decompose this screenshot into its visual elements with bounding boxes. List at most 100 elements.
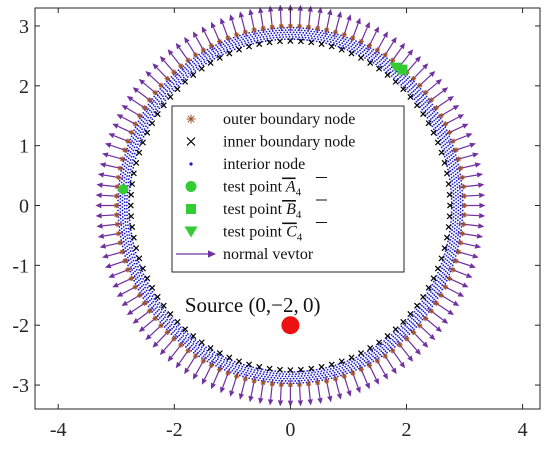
interior-node (213, 47, 216, 50)
outer-boundary-node (397, 342, 403, 348)
normal-vector-arrow (358, 364, 370, 390)
interior-node (414, 88, 417, 91)
interior-node (285, 35, 288, 38)
interior-node (250, 40, 253, 43)
interior-node (453, 158, 456, 161)
interior-node (429, 291, 432, 293)
interior-node (158, 96, 161, 99)
interior-node (214, 54, 217, 57)
interior-node (398, 327, 400, 330)
interior-node (265, 30, 268, 33)
interior-node (209, 52, 212, 54)
interior-node (454, 173, 457, 176)
normal-vector-arrow-head (108, 272, 115, 278)
outer-boundary-node (390, 348, 396, 354)
interior-node (429, 105, 432, 108)
interior-node (134, 149, 137, 152)
normal-vector-arrow-head (248, 8, 254, 16)
outer-boundary-node (324, 378, 330, 384)
interior-node (314, 375, 317, 378)
outer-boundary-node (260, 380, 266, 386)
legend-math-subscript: 4 (297, 232, 303, 244)
interior-node (137, 137, 139, 140)
interior-node (370, 358, 373, 361)
interior-node (190, 64, 193, 67)
interior-node (297, 33, 300, 36)
outer-boundary-node (450, 138, 456, 144)
interior-node (419, 321, 422, 324)
interior-node (278, 29, 281, 32)
interior-node (215, 49, 218, 51)
interior-node (127, 168, 130, 171)
interior-node (339, 39, 342, 42)
outer-boundary-node (332, 376, 339, 382)
interior-node (316, 377, 319, 380)
interior-node (192, 68, 195, 71)
interior-node (456, 222, 459, 225)
interior-node (430, 113, 432, 116)
interior-node (249, 370, 252, 373)
interior-node (246, 39, 249, 42)
interior-node (422, 306, 425, 308)
inner-boundary-node (318, 41, 325, 48)
interior-node (238, 374, 241, 377)
legend-label: test point (223, 201, 283, 218)
interior-node (118, 183, 121, 185)
inner-boundary-node (236, 46, 243, 53)
interior-node (422, 310, 425, 313)
interior-node (223, 40, 226, 43)
interior-node (123, 198, 126, 200)
interior-node (231, 369, 234, 372)
inner-boundary-node (308, 39, 315, 46)
interior-node (461, 189, 464, 192)
interior-node (318, 33, 320, 36)
interior-node (417, 310, 419, 312)
interior-node (264, 369, 267, 371)
outer-boundary-node (433, 300, 440, 306)
interior-node (275, 379, 277, 382)
interior-node (256, 39, 259, 42)
interior-node (287, 375, 290, 378)
interior-node (384, 64, 386, 67)
interior-node (122, 219, 124, 222)
interior-node (422, 107, 425, 109)
interior-node (185, 74, 188, 77)
interior-node (307, 379, 309, 381)
interior-node (182, 328, 184, 331)
interior-node (374, 60, 376, 63)
interior-node (257, 374, 260, 377)
interior-node (211, 53, 214, 56)
outer-boundary-node (242, 29, 248, 35)
interior-node (276, 27, 279, 30)
interior-node (449, 170, 452, 172)
interior-node (451, 264, 454, 267)
interior-node (457, 193, 459, 195)
interior-node (369, 357, 372, 359)
inner-boundary-node (308, 365, 315, 372)
interior-node (262, 31, 265, 34)
interior-node (164, 92, 166, 95)
interior-node (437, 276, 440, 279)
interior-node (354, 364, 357, 366)
interior-node (414, 320, 417, 323)
normal-vector-arrow-head (391, 367, 397, 375)
interior-node (455, 229, 458, 232)
interior-node (131, 247, 133, 249)
interior-node (190, 338, 193, 341)
interior-node (393, 77, 396, 80)
outer-boundary-node (417, 82, 423, 88)
interior-node (129, 240, 132, 243)
outer-boundary-node (278, 382, 284, 388)
interior-node (452, 155, 455, 158)
interior-node (252, 33, 255, 36)
interior-node (367, 53, 370, 56)
interior-node (456, 186, 459, 189)
interior-node (131, 162, 133, 164)
interior-node (287, 29, 290, 31)
interior-node (151, 113, 154, 116)
interior-node (257, 34, 260, 37)
interior-node (442, 276, 445, 279)
interior-node (395, 338, 398, 341)
interior-node (382, 60, 385, 63)
interior-node (448, 147, 451, 150)
